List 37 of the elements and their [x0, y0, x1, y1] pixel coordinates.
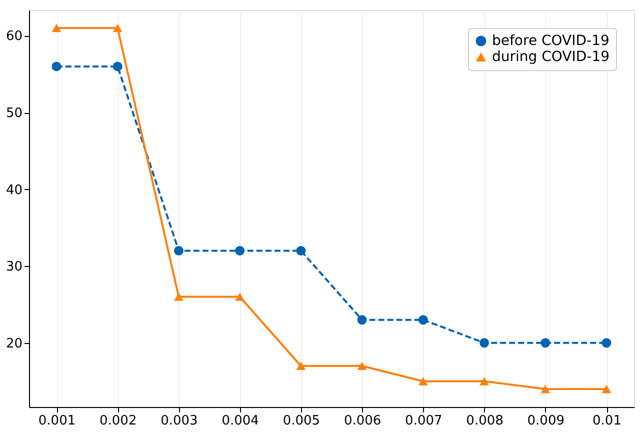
legend-label: during COVID-19: [492, 49, 610, 65]
x-tick-label: 0.009: [527, 414, 564, 428]
y-tick-label: 30: [6, 260, 22, 275]
x-tick-label: 0.004: [222, 414, 259, 428]
x-tick-label: 0.006: [344, 414, 382, 428]
point: [418, 315, 428, 325]
y-tick-label: 20: [6, 336, 22, 352]
point: [112, 62, 122, 72]
point: [480, 338, 490, 348]
point: [235, 246, 245, 256]
point: [357, 362, 367, 370]
y-tick-label: 60: [6, 29, 22, 44]
x-tick-label: 0.002: [100, 414, 137, 428]
point: [235, 292, 245, 301]
point: [296, 246, 306, 256]
point: [540, 338, 550, 348]
point: [174, 292, 184, 301]
legend-label: before COVID-19: [492, 33, 610, 49]
point: [540, 384, 550, 394]
x-tick-label: 0.008: [466, 414, 504, 428]
x-tick-label: 0.005: [282, 414, 320, 428]
y-tick-label: 50: [6, 106, 22, 122]
point: [357, 315, 367, 325]
point: [174, 246, 184, 256]
point: [52, 62, 62, 72]
y-tick-label: 40: [6, 182, 22, 198]
point: [602, 338, 612, 348]
x-tick-label: 0.007: [405, 414, 442, 428]
x-tick-label: 0.001: [38, 414, 76, 428]
point: [418, 377, 428, 386]
point: [480, 377, 490, 386]
point: [296, 362, 306, 370]
x-tick-label: 0.01: [592, 414, 622, 428]
x-tick-label: 0.003: [160, 414, 198, 428]
point: [52, 24, 62, 32]
point: [602, 384, 612, 394]
point: [112, 24, 122, 32]
